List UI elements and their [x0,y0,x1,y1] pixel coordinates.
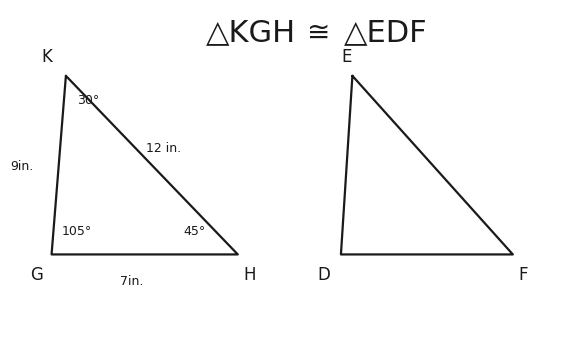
Text: ≅: ≅ [307,19,330,47]
Text: 105°: 105° [62,224,92,238]
Text: △EDF: △EDF [344,19,427,48]
Text: 9in.: 9in. [10,160,33,173]
Text: E: E [342,48,352,66]
Text: 30°: 30° [77,94,100,108]
Text: 12 in.: 12 in. [146,142,181,155]
Text: G: G [30,266,42,284]
Text: △KGH: △KGH [206,19,296,48]
Text: F: F [519,266,528,284]
Text: K: K [42,48,53,66]
Text: H: H [244,266,256,284]
Text: 7in.: 7in. [120,275,143,288]
Text: D: D [317,266,330,284]
Text: 45°: 45° [183,224,206,238]
